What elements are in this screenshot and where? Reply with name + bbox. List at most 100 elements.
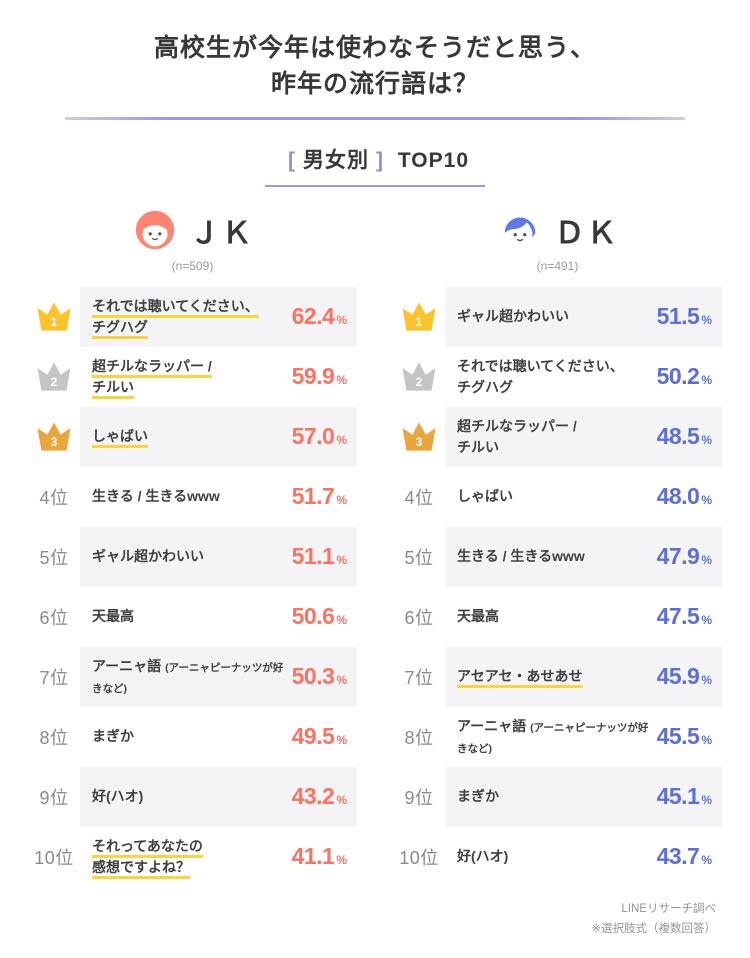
ranking-row: 6位 天最高 50.6%	[28, 587, 357, 647]
jk-ranking-list: 1 それでは聴いてください、 チグハグ 62.4% 2 超チルなラッパー / チ…	[28, 286, 357, 887]
title-divider	[65, 116, 685, 120]
crown-rank1-icon: 1	[37, 302, 71, 331]
dk-column-name: ＤＫ	[554, 216, 619, 250]
item-label: しゃばい	[92, 428, 148, 444]
page-title-line2: 昨年の流行語は？	[270, 70, 479, 99]
percent-sign: %	[701, 553, 712, 567]
source-line2: ※選択肢式（複数回答）	[591, 923, 716, 936]
item-value: 45.1%	[656, 783, 712, 809]
rank-label: 9位	[404, 787, 434, 808]
ranking-row: 7位 アーニャ語 (アーニャピーナッツが好きなど) 50.3%	[28, 646, 357, 707]
ranking-entry: 超チルなラッパー / チルい 48.5%	[445, 406, 722, 467]
rank-label: 4位	[404, 487, 434, 508]
item-note: (アーニャピーナッツが好きなど)	[92, 661, 284, 695]
ranking-entry: それってあなたの 感想ですよね？ 41.1%	[80, 827, 357, 887]
rank-cell: 10位	[393, 827, 445, 887]
ranking-entry: アセアセ・あせあせ 45.9%	[445, 646, 722, 707]
item-label: アセアセ・あせあせ	[457, 668, 583, 684]
ranking-entry: 生きる / 生きるwww 51.7%	[80, 467, 357, 527]
percent-sign: %	[336, 673, 347, 687]
subtitle-top10: TOP10	[397, 148, 469, 172]
item-label: 超チルなラッパー / チルい	[92, 357, 212, 395]
rank-cell: 5位	[393, 527, 445, 587]
item-label: 超チルなラッパー / チルい	[457, 417, 577, 455]
rank-cell: 7位	[28, 647, 80, 707]
percent-sign: %	[701, 373, 712, 387]
item-note: (アーニャピーナッツが好きなど)	[457, 721, 649, 755]
percent-sign: %	[701, 313, 712, 327]
subtitle-wrap: [男女別] TOP10	[0, 144, 750, 187]
percent-sign: %	[701, 853, 712, 867]
ranking-entry: まぎか 49.5%	[80, 707, 357, 767]
percent-sign: %	[701, 733, 712, 747]
ranking-entry: まぎか 45.1%	[445, 766, 722, 827]
percent-sign: %	[336, 373, 347, 387]
dk-header: ＤＫ	[393, 207, 722, 253]
percent-sign: %	[336, 433, 347, 447]
ranking-entry: アーニャ語 (アーニャピーナッツが好きなど) 50.3%	[80, 646, 357, 707]
rank-label: 5位	[39, 547, 69, 568]
rank-label: 6位	[39, 607, 69, 628]
rank-label: 8位	[404, 727, 434, 748]
item-label: 天最高	[457, 608, 499, 624]
rank-cell: 8位	[28, 707, 80, 767]
rank-cell: 1	[28, 287, 80, 347]
ranking-entry: ギャル超かわいい 51.1%	[80, 526, 357, 587]
page-title: 高校生が今年は使わなそうだと思う、 昨年の流行語は？	[0, 30, 750, 103]
ranking-row: 7位 アセアセ・あせあせ 45.9%	[393, 646, 722, 707]
item-value: 59.9%	[291, 363, 347, 389]
ranking-row: 4位 しゃばい 48.0%	[393, 467, 722, 527]
item-label: 生きる / 生きるwww	[92, 488, 220, 504]
ranking-row: 8位 まぎか 49.5%	[28, 707, 357, 767]
dk-ranking-list: 1 ギャル超かわいい 51.5% 2 それでは聴いてください、 チグハグ 50.…	[393, 286, 722, 887]
percent-sign: %	[701, 493, 712, 507]
rank-label: 10位	[34, 847, 74, 868]
ranking-entry: ギャル超かわいい 51.5%	[445, 286, 722, 347]
item-value: 51.1%	[291, 543, 347, 569]
ranking-entry: 超チルなラッパー / チルい 59.9%	[80, 347, 357, 407]
item-label: ギャル超かわいい	[92, 548, 204, 564]
rank-cell: 3	[28, 407, 80, 467]
item-value: 51.5%	[656, 303, 712, 329]
ranking-entry: アーニャ語 (アーニャピーナッツが好きなど) 45.5%	[445, 707, 722, 767]
item-value: 48.5%	[656, 423, 712, 449]
item-value: 45.9%	[656, 663, 712, 689]
bracket-left: [	[288, 148, 296, 172]
item-label: アーニャ語 (アーニャピーナッツが好きなど)	[457, 717, 649, 755]
percent-sign: %	[336, 853, 347, 867]
crown-rank2-icon: 2	[37, 362, 71, 391]
item-label: それでは聴いてください、 チグハグ	[457, 357, 624, 395]
item-value: 45.5%	[656, 723, 712, 749]
rank-cell: 7位	[393, 647, 445, 707]
ranking-row: 3 しゃばい 57.0%	[28, 406, 357, 467]
bracket-right: ]	[376, 148, 384, 172]
rank-label: 6位	[404, 607, 434, 628]
item-value: 57.0%	[291, 423, 347, 449]
percent-sign: %	[336, 793, 347, 807]
jk-girl-icon	[132, 207, 178, 253]
ranking-entry: しゃばい 48.0%	[445, 467, 722, 527]
rank-label: 7位	[39, 667, 69, 688]
crown-rank3-icon: 3	[37, 422, 71, 451]
ranking-entry: 好(ハオ) 43.2%	[80, 766, 357, 827]
ranking-entry: 生きる / 生きるwww 47.9%	[445, 526, 722, 587]
item-value: 49.5%	[291, 723, 347, 749]
rank-cell: 9位	[393, 767, 445, 827]
item-value: 50.2%	[656, 363, 712, 389]
ranking-row: 1 ギャル超かわいい 51.5%	[393, 286, 722, 347]
ranking-row: 5位 ギャル超かわいい 51.1%	[28, 526, 357, 587]
rank-label: 5位	[404, 547, 434, 568]
page-title-line1: 高校生が今年は使わなそうだと思う、	[153, 34, 596, 62]
item-label: 天最高	[92, 608, 134, 624]
rank-cell: 4位	[393, 467, 445, 527]
rank-label: 7位	[404, 667, 434, 688]
dk-sample-size: (n=491)	[536, 258, 579, 273]
source-note: LINEリサーチ調べ ※選択肢式（複数回答）	[0, 899, 750, 940]
item-value: 62.4%	[291, 303, 347, 329]
rank-cell: 1	[393, 287, 445, 347]
item-value: 50.6%	[291, 603, 347, 629]
ranking-row: 10位 それってあなたの 感想ですよね？ 41.1%	[28, 827, 357, 887]
ranking-columns: ＪＫ (n=509) 1 それでは聴いてください、 チグハグ 62.4% 2 超…	[0, 207, 750, 887]
percent-sign: %	[701, 793, 712, 807]
